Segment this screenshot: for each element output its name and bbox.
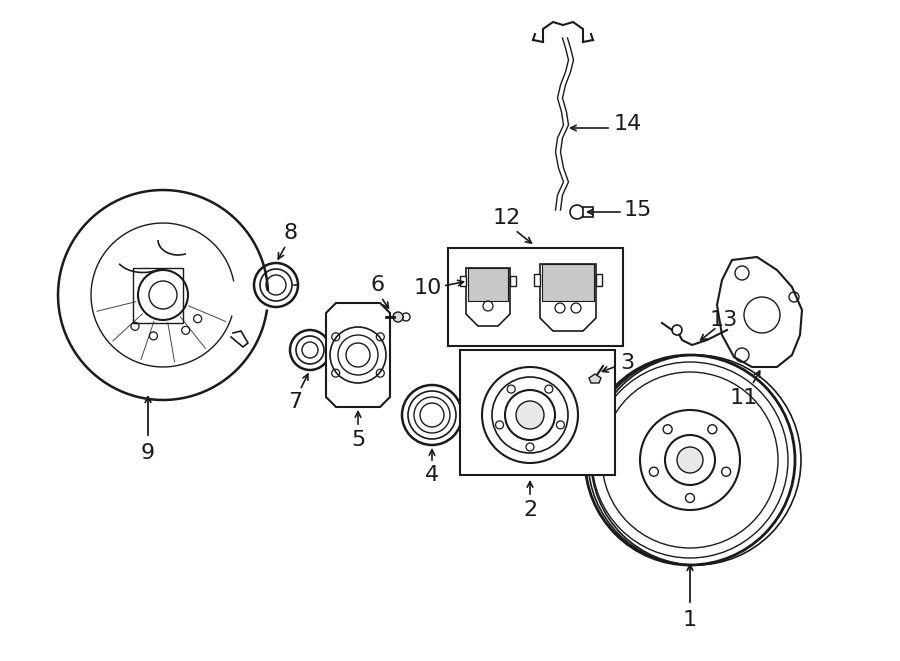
Circle shape (254, 263, 298, 307)
Polygon shape (466, 268, 510, 326)
Polygon shape (596, 274, 602, 286)
Text: 1: 1 (683, 610, 698, 630)
Text: 5: 5 (351, 430, 365, 450)
Polygon shape (589, 374, 601, 383)
Polygon shape (468, 268, 508, 301)
Text: 2: 2 (523, 500, 537, 520)
Circle shape (393, 312, 403, 322)
Polygon shape (540, 264, 596, 331)
Polygon shape (460, 276, 466, 286)
Circle shape (570, 205, 584, 219)
Polygon shape (534, 274, 540, 286)
Circle shape (402, 385, 462, 445)
Text: 8: 8 (284, 223, 298, 243)
Circle shape (677, 447, 703, 473)
Circle shape (588, 355, 798, 565)
Polygon shape (717, 257, 802, 367)
Circle shape (516, 401, 544, 429)
Text: 7: 7 (288, 392, 302, 412)
Text: 11: 11 (730, 388, 758, 408)
Circle shape (290, 330, 330, 370)
Text: 3: 3 (620, 353, 634, 373)
Circle shape (591, 355, 801, 565)
Bar (460, 350, 615, 475)
Text: 6: 6 (371, 275, 385, 295)
Polygon shape (542, 264, 594, 301)
Polygon shape (326, 303, 390, 407)
Polygon shape (583, 207, 593, 217)
Text: 13: 13 (710, 310, 738, 330)
Text: 15: 15 (624, 200, 652, 220)
Text: 4: 4 (425, 465, 439, 485)
Circle shape (672, 325, 682, 335)
Text: 14: 14 (614, 114, 642, 134)
Text: 9: 9 (141, 443, 155, 463)
Text: 12: 12 (493, 208, 521, 228)
Polygon shape (510, 276, 516, 286)
Bar (448, 248, 623, 346)
Text: 10: 10 (414, 278, 442, 298)
